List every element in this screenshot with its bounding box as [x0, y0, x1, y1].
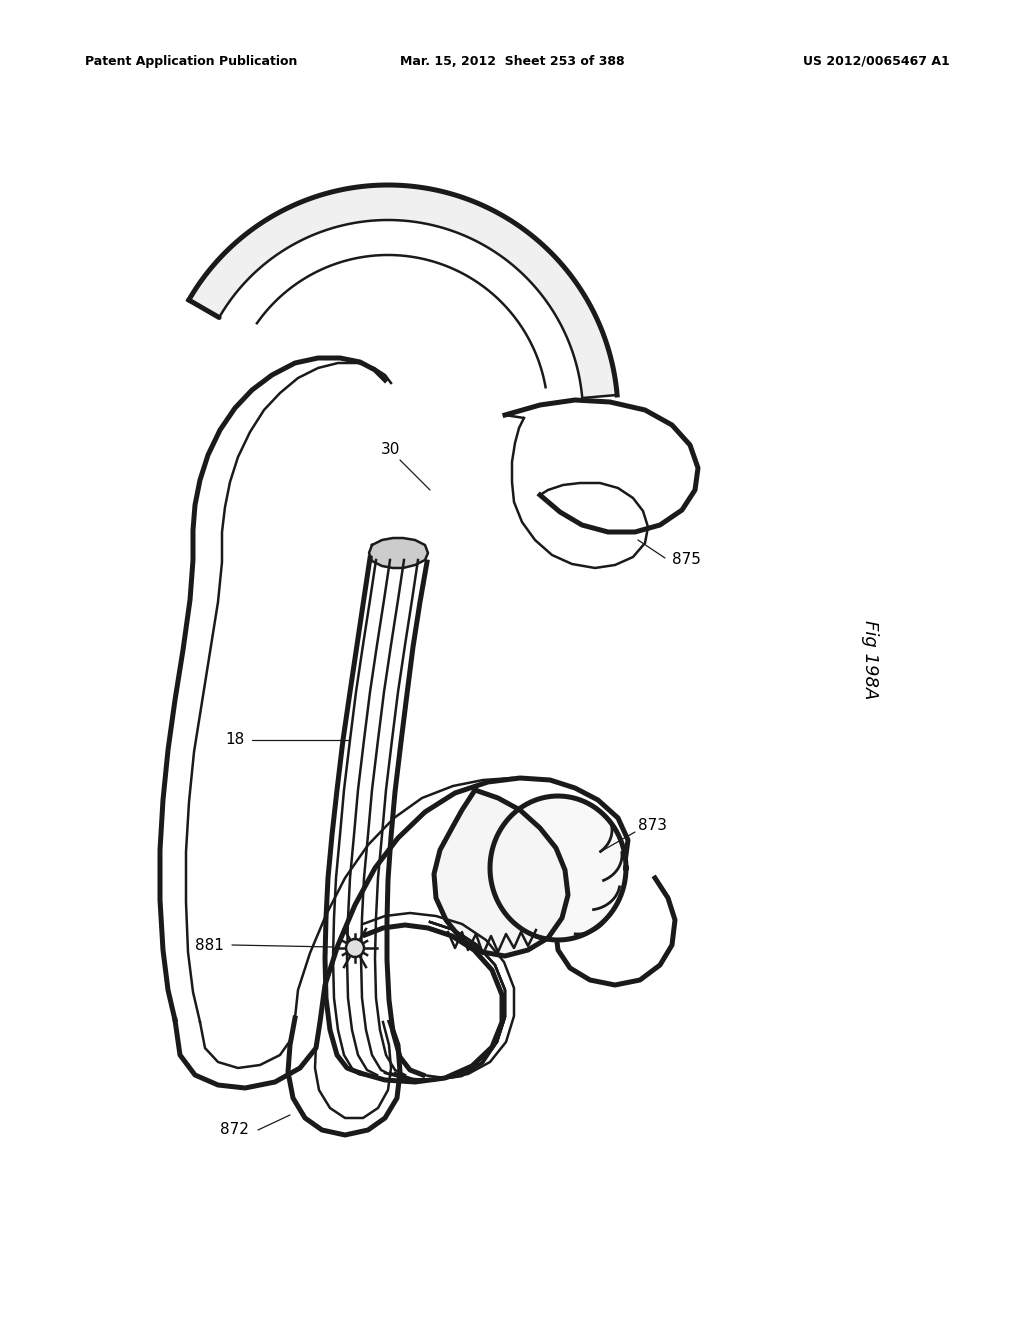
- Text: Mar. 15, 2012  Sheet 253 of 388: Mar. 15, 2012 Sheet 253 of 388: [399, 55, 625, 69]
- Text: 881: 881: [195, 937, 224, 953]
- Text: 30: 30: [380, 442, 399, 458]
- Text: US 2012/0065467 A1: US 2012/0065467 A1: [803, 55, 950, 69]
- Polygon shape: [369, 539, 428, 568]
- Text: 872: 872: [220, 1122, 249, 1138]
- Text: 875: 875: [672, 553, 700, 568]
- Polygon shape: [188, 185, 617, 399]
- Text: Patent Application Publication: Patent Application Publication: [85, 55, 297, 69]
- Polygon shape: [434, 789, 568, 956]
- Text: 18: 18: [225, 733, 245, 747]
- Text: 873: 873: [638, 817, 667, 833]
- Text: Fig 198A: Fig 198A: [861, 620, 879, 700]
- Polygon shape: [490, 796, 626, 940]
- Circle shape: [346, 939, 364, 957]
